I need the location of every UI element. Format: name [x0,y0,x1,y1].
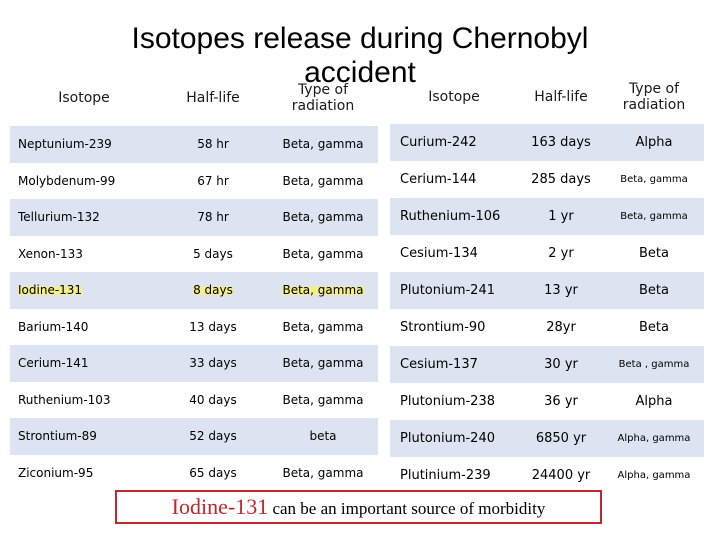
isotope-cell: Iodine-131 [10,272,158,309]
table-row: Tellurium-132 78 hr Beta, gamma [10,199,378,236]
table-row: Plutonium-238 36 yr Alpha [390,383,704,420]
table-row: Ziconium-95 65 days Beta, gamma [10,454,378,491]
title-line-2: accident [304,56,416,89]
radiation-type-cell: beta [268,418,378,455]
header-type: Type of radiation [291,82,355,114]
half-life-cell: 33 days [158,345,268,382]
half-life-cell: 5 days [158,235,268,272]
table-row: Plutonium-240 6850 yr Alpha, gamma [390,420,704,457]
table-row: Xenon-133 5 days Beta, gamma [10,235,378,272]
half-life-cell: 13 yr [518,272,604,309]
half-life-cell: 58 hr [158,126,268,163]
half-life-cell: 2 yr [518,235,604,272]
half-life-cell: 13 days [158,308,268,345]
table-header-row: Isotope Half-life Type of radiation [10,70,378,126]
table-row: Cesium-134 2 yr Beta [390,235,704,272]
isotope-cell: Plutonium-238 [390,383,518,420]
radiation-type-cell: Beta, gamma [268,454,378,491]
isotope-cell: Ziconium-95 [10,454,158,491]
table-row: Molybdenum-99 67 hr Beta, gamma [10,162,378,199]
table-row: Neptunium-239 58 hr Beta, gamma [10,126,378,163]
header-half-life: Half-life [186,90,240,106]
table-row: Cerium-141 33 days Beta, gamma [10,345,378,382]
isotope-cell: Xenon-133 [10,235,158,272]
half-life-cell: 28yr [518,309,604,346]
radiation-type-cell: Beta, gamma [268,381,378,418]
isotope-cell: Barium-140 [10,308,158,345]
highlight-mark: Iodine-131 [18,283,83,298]
half-life-cell: 36 yr [518,383,604,420]
isotope-cell: Tellurium-132 [10,199,158,236]
isotope-cell: Cesium-137 [390,346,518,383]
half-life-cell: 1 yr [518,198,604,235]
isotope-cell: Plutonium-241 [390,272,518,309]
table-row: Barium-140 13 days Beta, gamma [10,308,378,345]
note-emphasis: Iodine-131 [171,494,269,519]
isotope-cell: Strontium-90 [390,309,518,346]
table-row: Plutinium-239 24400 yr Alpha, gamma [390,457,704,494]
radiation-type-cell: Beta, gamma [268,126,378,163]
table-row: Strontium-89 52 days beta [10,418,378,455]
header-type: Type of radiation [622,81,686,113]
half-life-cell: 52 days [158,418,268,455]
isotope-cell: Ruthenium-106 [390,198,518,235]
radiation-type-cell: Beta , gamma [604,346,704,383]
isotope-cell: Plutinium-239 [390,457,518,494]
highlight-mark: 8 days [193,283,233,298]
note-text: can be an important source of morbidity [268,499,546,518]
half-life-cell: 285 days [518,161,604,198]
table-row: Strontium-90 28yr Beta [390,309,704,346]
isotope-cell: Cerium-144 [390,161,518,198]
table-row: Plutonium-241 13 yr Beta [390,272,704,309]
isotope-cell: Ruthenium-103 [10,381,158,418]
header-half-life: Half-life [534,89,588,105]
table-header-row: Isotope Half-life Type of radiation [390,70,704,124]
radiation-type-cell: Alpha [604,124,704,161]
radiation-type-cell: Alpha [604,383,704,420]
table-row: Ruthenium-106 1 yr Beta, gamma [390,198,704,235]
radiation-type-cell: Beta [604,309,704,346]
isotope-cell: Molybdenum-99 [10,162,158,199]
radiation-type-cell: Beta [604,235,704,272]
table-row: Ruthenium-103 40 days Beta, gamma [10,381,378,418]
isotope-cell: Cesium-134 [390,235,518,272]
table-row-highlighted: Iodine-131 8 days Beta, gamma [10,272,378,309]
half-life-cell: 30 yr [518,346,604,383]
radiation-type-cell: Beta, gamma [268,345,378,382]
half-life-cell: 24400 yr [518,457,604,494]
half-life-cell: 8 days [158,272,268,309]
radiation-type-cell: Beta, gamma [268,308,378,345]
table-row: Curium-242 163 days Alpha [390,124,704,161]
radiation-type-cell: Beta, gamma [604,161,704,198]
isotope-table-right: Isotope Half-life Type of radiation Curi… [390,70,704,494]
radiation-type-cell: Beta, gamma [268,272,378,309]
half-life-cell: 163 days [518,124,604,161]
morbidity-note: Iodine-131 can be an important source of… [115,490,602,524]
isotope-cell: Plutonium-240 [390,420,518,457]
radiation-type-cell: Alpha, gamma [604,457,704,494]
radiation-type-cell: Beta [604,272,704,309]
radiation-type-cell: Beta, gamma [604,198,704,235]
header-isotope: Isotope [428,89,480,105]
half-life-cell: 67 hr [158,162,268,199]
half-life-cell: 78 hr [158,199,268,236]
radiation-type-cell: Beta, gamma [268,199,378,236]
half-life-cell: 6850 yr [518,420,604,457]
radiation-type-cell: Alpha, gamma [604,420,704,457]
half-life-cell: 40 days [158,381,268,418]
radiation-type-cell: Beta, gamma [268,162,378,199]
slide-title: Isotopes release during Chernobyl accide… [0,22,720,89]
isotope-cell: Strontium-89 [10,418,158,455]
table-row: Cerium-144 285 days Beta, gamma [390,161,704,198]
highlight-mark: Beta, gamma [282,283,364,298]
half-life-cell: 65 days [158,454,268,491]
isotope-cell: Cerium-141 [10,345,158,382]
isotope-table-left: Isotope Half-life Type of radiation Nept… [10,70,378,491]
isotope-cell: Neptunium-239 [10,126,158,163]
table-row: Cesium-137 30 yr Beta , gamma [390,346,704,383]
header-isotope: Isotope [58,90,110,106]
isotope-cell: Curium-242 [390,124,518,161]
radiation-type-cell: Beta, gamma [268,235,378,272]
title-line-1: Isotopes release during Chernobyl [131,22,589,55]
